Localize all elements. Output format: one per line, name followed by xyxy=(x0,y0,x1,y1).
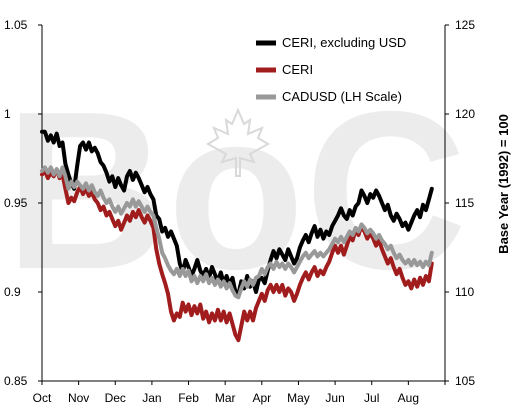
legend: CERI, excluding USD CERI CADUSD (LH Scale) xyxy=(256,35,406,104)
x-tick-label: Aug xyxy=(398,391,419,405)
left-tick-label: 0.95 xyxy=(4,196,28,210)
right-axis-title: Base Year (1992) = 100 xyxy=(496,114,511,254)
x-tick-label: Apr xyxy=(252,391,271,405)
right-tick-label: 125 xyxy=(455,18,475,32)
series-line-0 xyxy=(40,129,434,296)
x-tick-label: Nov xyxy=(68,391,89,405)
maple-leaf-icon xyxy=(206,107,270,177)
x-tick-label: Jun xyxy=(325,391,344,405)
left-tick-label: 1.05 xyxy=(4,18,28,32)
x-tick-label: May xyxy=(287,391,310,405)
x-tick-label: Dec xyxy=(105,391,126,405)
x-tick-label: Jul xyxy=(364,391,379,405)
right-axis-ticks: 105 110 115 120 125 xyxy=(445,18,475,388)
series-line-1 xyxy=(40,167,434,343)
x-tick-label: Mar xyxy=(215,391,236,405)
x-axis-ticks: Oct Nov Dec Jan Feb Mar Apr May Jun Jul Aug xyxy=(33,381,446,405)
x-tick-label: Jan xyxy=(142,391,161,405)
series-line-2 xyxy=(40,165,434,300)
legend-label: CADUSD (LH Scale) xyxy=(282,89,402,104)
left-tick-label: 0.9 xyxy=(4,285,21,299)
right-tick-label: 115 xyxy=(455,196,474,210)
series-lines xyxy=(40,129,434,343)
left-axis-ticks: 0.85 0.9 0.95 1 1.05 xyxy=(4,18,42,388)
x-tick-label: Feb xyxy=(178,391,199,405)
right-tick-label: 105 xyxy=(455,374,475,388)
right-tick-label: 110 xyxy=(455,285,474,299)
left-tick-label: 0.85 xyxy=(4,374,28,388)
right-tick-label: 120 xyxy=(455,107,475,121)
x-tick-label: Oct xyxy=(33,391,52,405)
left-tick-label: 1 xyxy=(4,107,11,121)
legend-label: CERI, excluding USD xyxy=(282,35,406,50)
legend-label: CERI xyxy=(282,62,313,77)
